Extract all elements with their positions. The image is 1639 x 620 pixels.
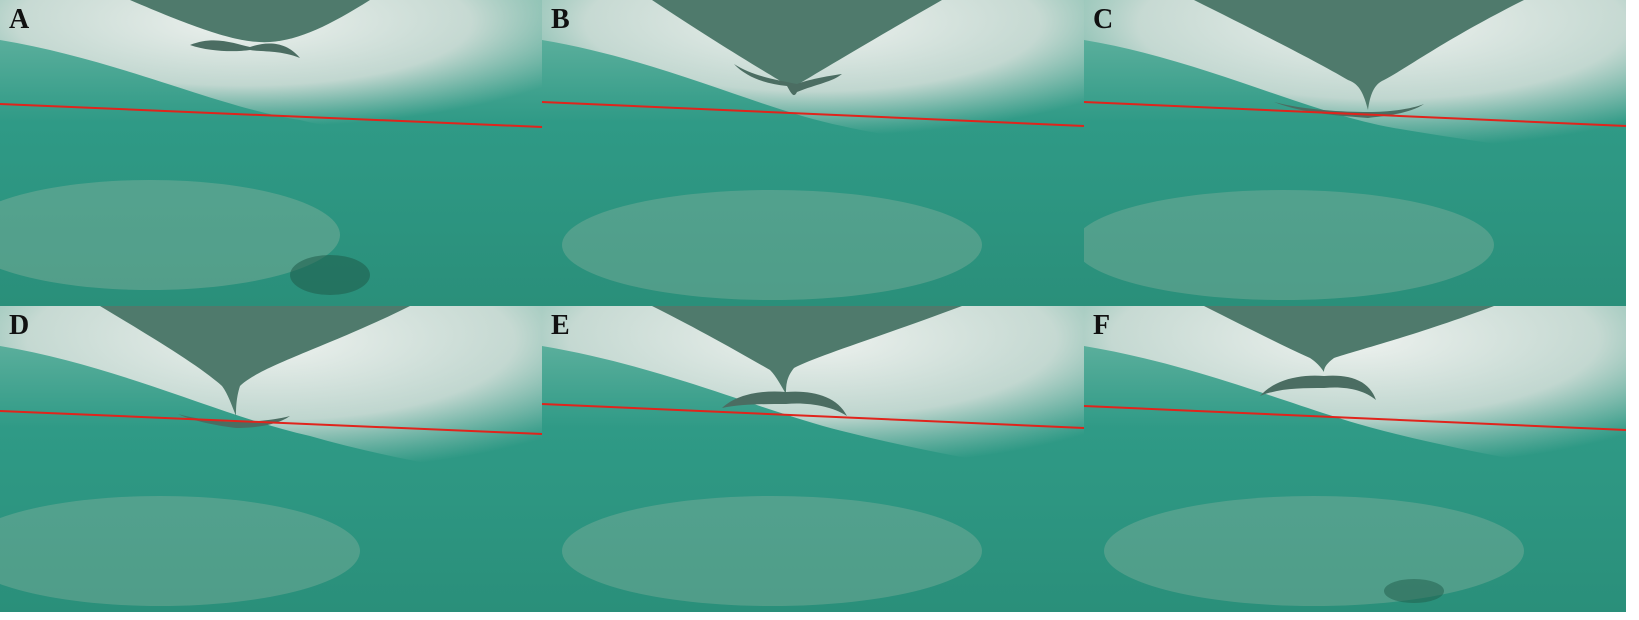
panel-c: C bbox=[1084, 0, 1626, 306]
underwater-photo-d bbox=[0, 306, 542, 612]
reference-line bbox=[1084, 405, 1626, 431]
panel-e: E bbox=[542, 306, 1084, 612]
surface-glare bbox=[0, 0, 542, 150]
panel-f: F bbox=[1084, 306, 1626, 612]
sand-floor bbox=[0, 496, 360, 606]
panel-label: D bbox=[9, 310, 30, 341]
underwater-photo-e bbox=[542, 306, 1084, 612]
sand-floor bbox=[1104, 496, 1524, 606]
seagrass-patch bbox=[290, 255, 370, 295]
surface-glare bbox=[542, 306, 1084, 476]
underwater-photo-c bbox=[1084, 0, 1626, 306]
sand-floor bbox=[562, 190, 982, 300]
reference-line bbox=[542, 403, 1084, 429]
whale-fluke bbox=[1260, 375, 1376, 400]
panel-label: E bbox=[551, 310, 570, 341]
underwater-photo-a bbox=[0, 0, 542, 306]
whale-fluke bbox=[722, 391, 847, 416]
panel-b: B bbox=[542, 0, 1084, 306]
seagrass-patch bbox=[1384, 579, 1444, 603]
whale-fluke bbox=[1274, 102, 1424, 118]
reference-line bbox=[542, 101, 1084, 127]
sand-floor bbox=[1084, 190, 1494, 300]
whale-fluke bbox=[190, 40, 300, 58]
whale-body bbox=[130, 0, 370, 43]
panel-a: A bbox=[0, 0, 542, 306]
sand-floor bbox=[562, 496, 982, 606]
whale-fluke bbox=[734, 64, 842, 96]
underwater-photo-b bbox=[542, 0, 1084, 306]
panel-label: A bbox=[9, 4, 30, 35]
whale-body bbox=[652, 306, 962, 394]
whale-body bbox=[100, 306, 410, 416]
surface-glare bbox=[0, 306, 542, 481]
underwater-photo-f bbox=[1084, 306, 1626, 612]
whale-body bbox=[652, 0, 942, 88]
panel-d: D bbox=[0, 306, 542, 612]
reference-line bbox=[0, 103, 542, 128]
panel-label: F bbox=[1093, 310, 1111, 341]
panel-label: B bbox=[551, 4, 570, 35]
sand-floor bbox=[0, 180, 340, 290]
whale-body bbox=[1194, 0, 1524, 110]
reference-line bbox=[1084, 101, 1626, 127]
reference-line bbox=[0, 410, 542, 435]
panel-label: C bbox=[1093, 4, 1114, 35]
whale-body bbox=[1204, 306, 1494, 372]
whale-fluke bbox=[178, 414, 290, 428]
surface-glare bbox=[1084, 306, 1626, 476]
